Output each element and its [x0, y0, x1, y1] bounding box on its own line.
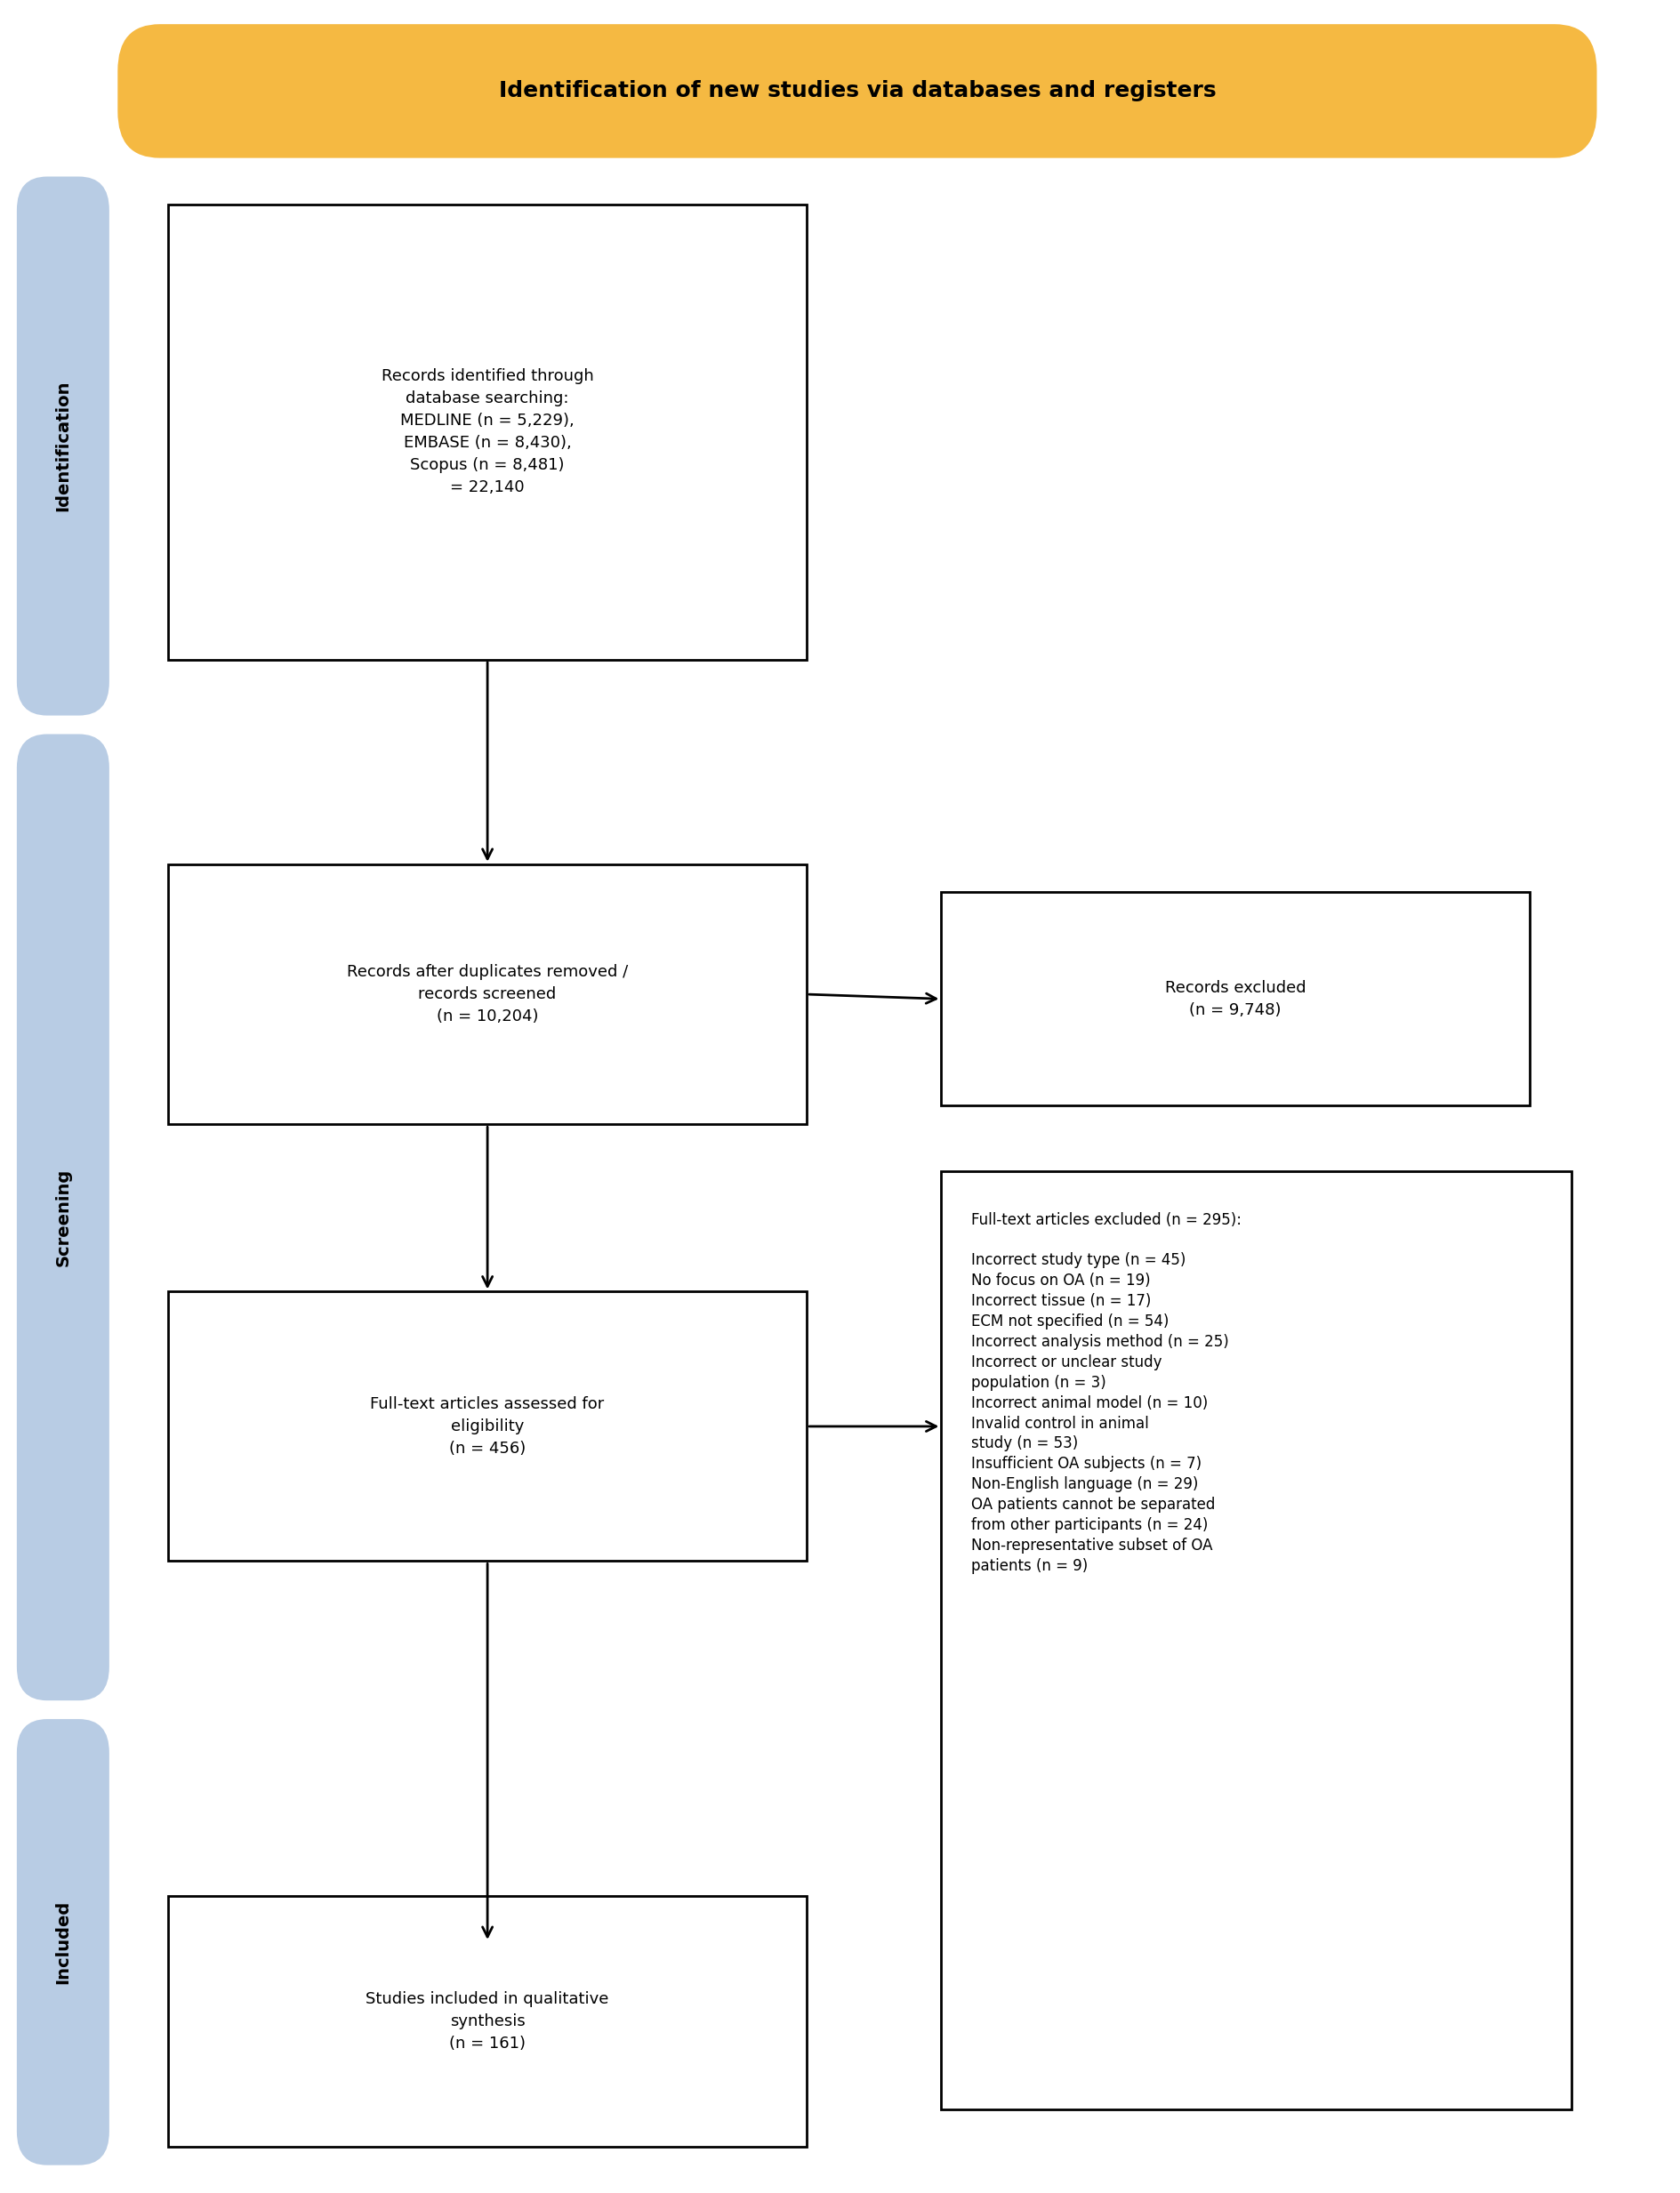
Bar	[168, 1895, 806, 2147]
FancyBboxPatch shape	[17, 735, 109, 1700]
Bar	[941, 893, 1529, 1105]
Text: Full-text articles assessed for
eligibility
(n = 456): Full-text articles assessed for eligibil…	[370, 1397, 605, 1456]
Text: Identification: Identification	[54, 379, 72, 511]
Bar	[168, 864, 806, 1125]
Text: Records excluded
(n = 9,748): Records excluded (n = 9,748)	[1164, 980, 1305, 1018]
FancyBboxPatch shape	[118, 24, 1596, 158]
FancyBboxPatch shape	[17, 1719, 109, 2164]
Text: Records after duplicates removed /
records screened
(n = 10,204): Records after duplicates removed / recor…	[346, 965, 628, 1024]
Bar	[168, 204, 806, 660]
Text: Records identified through
database searching:
MEDLINE (n = 5,229),
EMBASE (n = : Records identified through database sear…	[381, 368, 593, 496]
FancyBboxPatch shape	[17, 178, 109, 715]
Bar	[941, 1171, 1571, 2110]
Text: Screening: Screening	[54, 1169, 72, 1265]
Text: Identification of new studies via databases and registers: Identification of new studies via databa…	[499, 81, 1215, 101]
Text: Studies included in qualitative
synthesis
(n = 161): Studies included in qualitative synthesi…	[366, 1991, 608, 2050]
Bar	[168, 1292, 806, 1561]
Text: Full-text articles excluded (n = 295):

Incorrect study type (n = 45)
No focus o: Full-text articles excluded (n = 295): I…	[971, 1213, 1242, 1575]
Text: Included: Included	[54, 1899, 72, 1985]
